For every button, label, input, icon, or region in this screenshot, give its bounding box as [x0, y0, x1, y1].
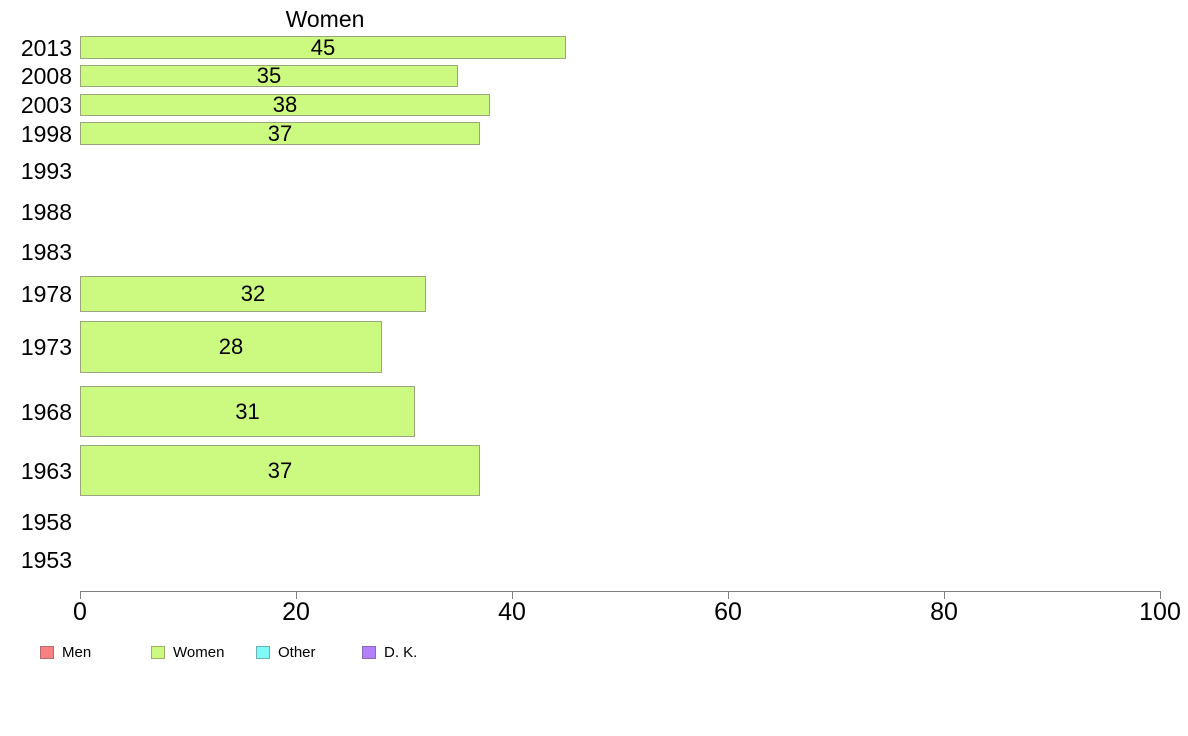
y-axis-label-1958: 1958 [20, 509, 72, 535]
x-axis-tick-label: 80 [930, 598, 958, 626]
legend-label-d-k: D. K. [384, 644, 418, 661]
x-axis-tick-label: 0 [73, 598, 87, 626]
y-axis-label-1978: 1978 [20, 281, 72, 307]
bar-1998: 37 [80, 122, 480, 145]
bar-value-label: 37 [267, 120, 293, 146]
x-axis-tick-label: 100 [1139, 598, 1181, 626]
bar-value-label: 45 [310, 34, 336, 60]
bar-2013: 45 [80, 36, 566, 59]
legend-label-men: Men [62, 644, 92, 661]
x-axis-tick [296, 591, 297, 599]
bar-1973: 28 [80, 321, 382, 373]
bar-2008: 35 [80, 65, 458, 87]
legend-swatch-other [256, 646, 270, 659]
y-axis-label-2013: 2013 [20, 34, 72, 61]
bar-value-label: 37 [267, 457, 293, 483]
y-axis-label-1973: 1973 [20, 334, 72, 360]
legend-label-women: Women [173, 644, 225, 661]
legend-swatch-women [151, 646, 165, 659]
legend-swatch-men [40, 646, 54, 659]
bar-value-label: 32 [240, 281, 266, 306]
x-axis-tick [944, 591, 945, 599]
bar-1963: 37 [80, 445, 480, 496]
x-axis-line [80, 591, 1160, 592]
legend-label-other: Other [278, 644, 316, 661]
bar-value-label: 35 [256, 63, 282, 88]
bar-1978: 32 [80, 276, 426, 312]
y-axis-label-1998: 1998 [20, 120, 72, 147]
bar-2003: 38 [80, 94, 490, 116]
y-axis-label-1953: 1953 [20, 547, 72, 573]
bar-value-label: 31 [235, 398, 260, 424]
bar-value-label: 28 [218, 334, 244, 359]
y-axis-label-2008: 2008 [20, 63, 72, 89]
x-axis-tick-label: 20 [282, 598, 310, 626]
y-axis-label-1988: 1988 [20, 199, 72, 225]
x-axis-tick [1160, 591, 1161, 599]
y-axis-label-1963: 1963 [20, 457, 72, 484]
bar-value-label: 38 [272, 92, 298, 117]
y-axis-label-2003: 2003 [20, 92, 72, 118]
x-axis-tick [728, 591, 729, 599]
x-axis-tick [80, 591, 81, 599]
y-axis-label-1993: 1993 [20, 158, 72, 184]
x-axis-tick [512, 591, 513, 599]
bar-1968: 31 [80, 386, 415, 437]
legend-swatch-d-k [362, 646, 376, 659]
y-axis-label-1968: 1968 [20, 398, 72, 425]
x-axis-tick-label: 60 [714, 598, 742, 626]
x-axis-tick-label: 40 [498, 598, 526, 626]
chart-title: Women [285, 6, 365, 32]
y-axis-label-1983: 1983 [20, 238, 72, 265]
